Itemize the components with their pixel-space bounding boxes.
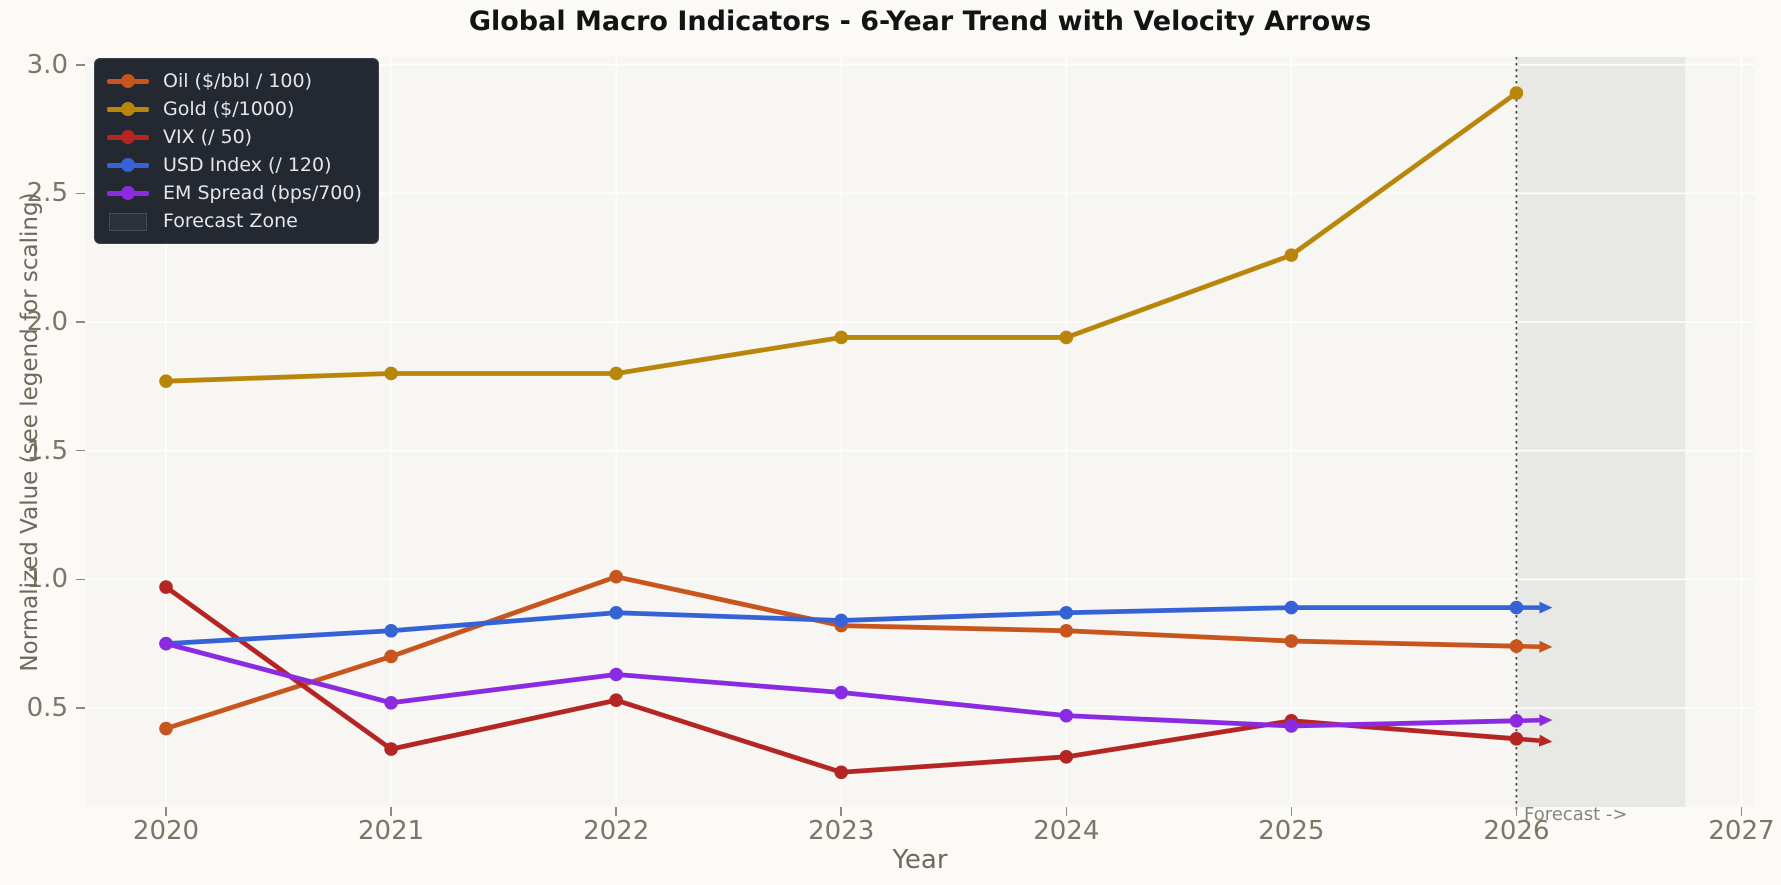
velocity-arrow-shaft-vix-50: [1516, 736, 1540, 743]
x-tick-label-2024: 2024: [1033, 816, 1100, 846]
marker-oil-bbl-100-2022: [609, 569, 623, 584]
y-tick-label-3: 3.0: [26, 49, 68, 80]
marker-oil-bbl-100-2024: [1059, 623, 1074, 638]
legend-item-oil-bbl-100: Oil ($/bbl / 100): [107, 67, 362, 95]
legend-marker-icon: [121, 102, 135, 116]
y-tick-label-2: 2.0: [26, 307, 68, 337]
marker-gold-1000-2026: [1509, 86, 1524, 100]
marker-vix-50-2024: [1059, 750, 1074, 764]
marker-em-spread-bps-700-2021: [384, 695, 398, 710]
marker-em-spread-bps-700-2020: [159, 636, 173, 651]
legend-marker-icon: [121, 130, 135, 144]
marker-usd-index-120-2024: [1059, 605, 1074, 620]
x-tick-label-2020: 2020: [132, 816, 200, 846]
legend-marker-icon: [121, 186, 135, 200]
marker-usd-index-120-2026: [1509, 600, 1524, 615]
x-axis-label: Year: [892, 845, 948, 875]
y-tickmark-0.5: [76, 707, 85, 709]
y-axis-label: Normalized Value (see legend for scaling…: [17, 192, 43, 672]
marker-usd-index-120-2022: [609, 605, 623, 620]
legend-marker-icon: [121, 74, 135, 88]
marker-gold-1000-2022: [609, 366, 623, 381]
y-tick-label-1.5: 1.5: [26, 435, 68, 466]
marker-vix-50-2023: [834, 765, 849, 780]
marker-vix-50-2020: [159, 580, 173, 594]
marker-em-spread-bps-700-2025: [1284, 719, 1299, 733]
x-tick-label-2027: 2027: [1708, 816, 1775, 846]
y-tick-label-2.5: 2.5: [26, 178, 68, 209]
x-tickmark-2022: [615, 807, 617, 816]
y-tickmark-1: [76, 578, 85, 581]
marker-gold-1000-2021: [384, 366, 398, 381]
x-tickmark-2023: [840, 807, 843, 816]
y-tick-label-0.5: 0.5: [26, 692, 68, 723]
legend-swatch-forecast-zone: [107, 213, 149, 231]
legend-label-em-spread-bps-700: EM Spread (bps/700): [163, 182, 362, 204]
marker-gold-1000-2024: [1059, 330, 1074, 345]
marker-gold-1000-2023: [834, 330, 849, 345]
x-tickmark-2026: [1515, 807, 1518, 816]
marker-gold-1000-2020: [159, 374, 173, 388]
x-tick-label-2026: 2026: [1483, 816, 1550, 846]
x-tickmark-2020: [165, 807, 167, 816]
x-tick-label-2025: 2025: [1258, 816, 1325, 846]
y-tickmark-3: [76, 63, 85, 66]
forecast-annotation: Forecast ->: [1524, 804, 1628, 825]
legend-swatch-oil-bbl-100: [107, 74, 149, 88]
plot-area: [85, 57, 1755, 812]
velocity-arrow-shaft-oil-bbl-100: [1516, 643, 1540, 649]
y-tickmark-2.5: [76, 192, 85, 195]
legend: Oil ($/bbl / 100) Gold ($/1000) VIX (/ 50)…: [94, 58, 379, 244]
velocity-arrow-shaft-em-spread-bps-700: [1516, 718, 1540, 724]
legend-label-usd-index-120: USD Index (/ 120): [163, 154, 332, 176]
legend-label-gold-1000: Gold ($/1000): [163, 98, 295, 120]
marker-oil-bbl-100-2025: [1284, 634, 1299, 648]
x-tick-label-2021: 2021: [357, 816, 425, 846]
y-tick-label-1: 1.0: [26, 564, 68, 595]
x-tick-label-2022: 2022: [583, 816, 650, 846]
legend-swatch-usd-index-120: [107, 158, 149, 172]
marker-em-spread-bps-700-2023: [834, 685, 849, 700]
y-tickmark-1.5: [76, 449, 85, 452]
velocity-arrow-head-em-spread-bps-700: [1539, 714, 1553, 727]
x-tickmark-2021: [390, 807, 392, 816]
forecast-zone: [1516, 57, 1686, 807]
marker-oil-bbl-100-2026: [1509, 639, 1524, 653]
legend-label-forecast-zone: Forecast Zone: [163, 210, 298, 232]
legend-swatch-vix-50: [107, 130, 149, 144]
legend-item-vix-50: VIX (/ 50): [107, 123, 362, 151]
legend-swatch-gold-1000: [107, 102, 149, 116]
marker-oil-bbl-100-2020: [159, 721, 173, 736]
velocity-arrow-head-vix-50: [1538, 734, 1553, 747]
marker-usd-index-120-2021: [384, 623, 398, 638]
y-tickmark-2: [76, 321, 85, 323]
marker-usd-index-120-2023: [834, 613, 849, 628]
velocity-arrow-head-usd-index-120: [1539, 601, 1553, 614]
legend-item-forecast-zone: Forecast Zone: [107, 207, 362, 235]
marker-gold-1000-2025: [1284, 248, 1299, 262]
marker-vix-50-2022: [609, 693, 623, 708]
legend-label-oil-bbl-100: Oil ($/bbl / 100): [163, 70, 313, 92]
x-tickmark-2027: [1740, 807, 1743, 816]
marker-vix-50-2026: [1509, 732, 1524, 746]
legend-marker-icon: [121, 158, 135, 172]
legend-item-usd-index-120: USD Index (/ 120): [107, 151, 362, 179]
marker-em-spread-bps-700-2026: [1509, 714, 1524, 728]
legend-swatch-em-spread-bps-700: [107, 186, 149, 200]
marker-em-spread-bps-700-2024: [1059, 708, 1074, 723]
marker-oil-bbl-100-2021: [384, 649, 398, 664]
velocity-arrow-head-oil-bbl-100: [1539, 640, 1553, 653]
marker-vix-50-2021: [384, 742, 398, 756]
legend-item-gold-1000: Gold ($/1000): [107, 95, 362, 123]
legend-label-vix-50: VIX (/ 50): [163, 126, 253, 148]
x-tickmark-2025: [1290, 807, 1293, 816]
marker-em-spread-bps-700-2022: [609, 667, 623, 682]
marker-usd-index-120-2025: [1284, 600, 1299, 615]
x-tickmark-2024: [1065, 807, 1068, 816]
chart-title: Global Macro Indicators - 6-Year Trend w…: [468, 6, 1372, 37]
x-tick-label-2023: 2023: [808, 816, 875, 846]
legend-item-em-spread-bps-700: EM Spread (bps/700): [107, 179, 362, 207]
legend-zone-patch-icon: [109, 213, 147, 231]
